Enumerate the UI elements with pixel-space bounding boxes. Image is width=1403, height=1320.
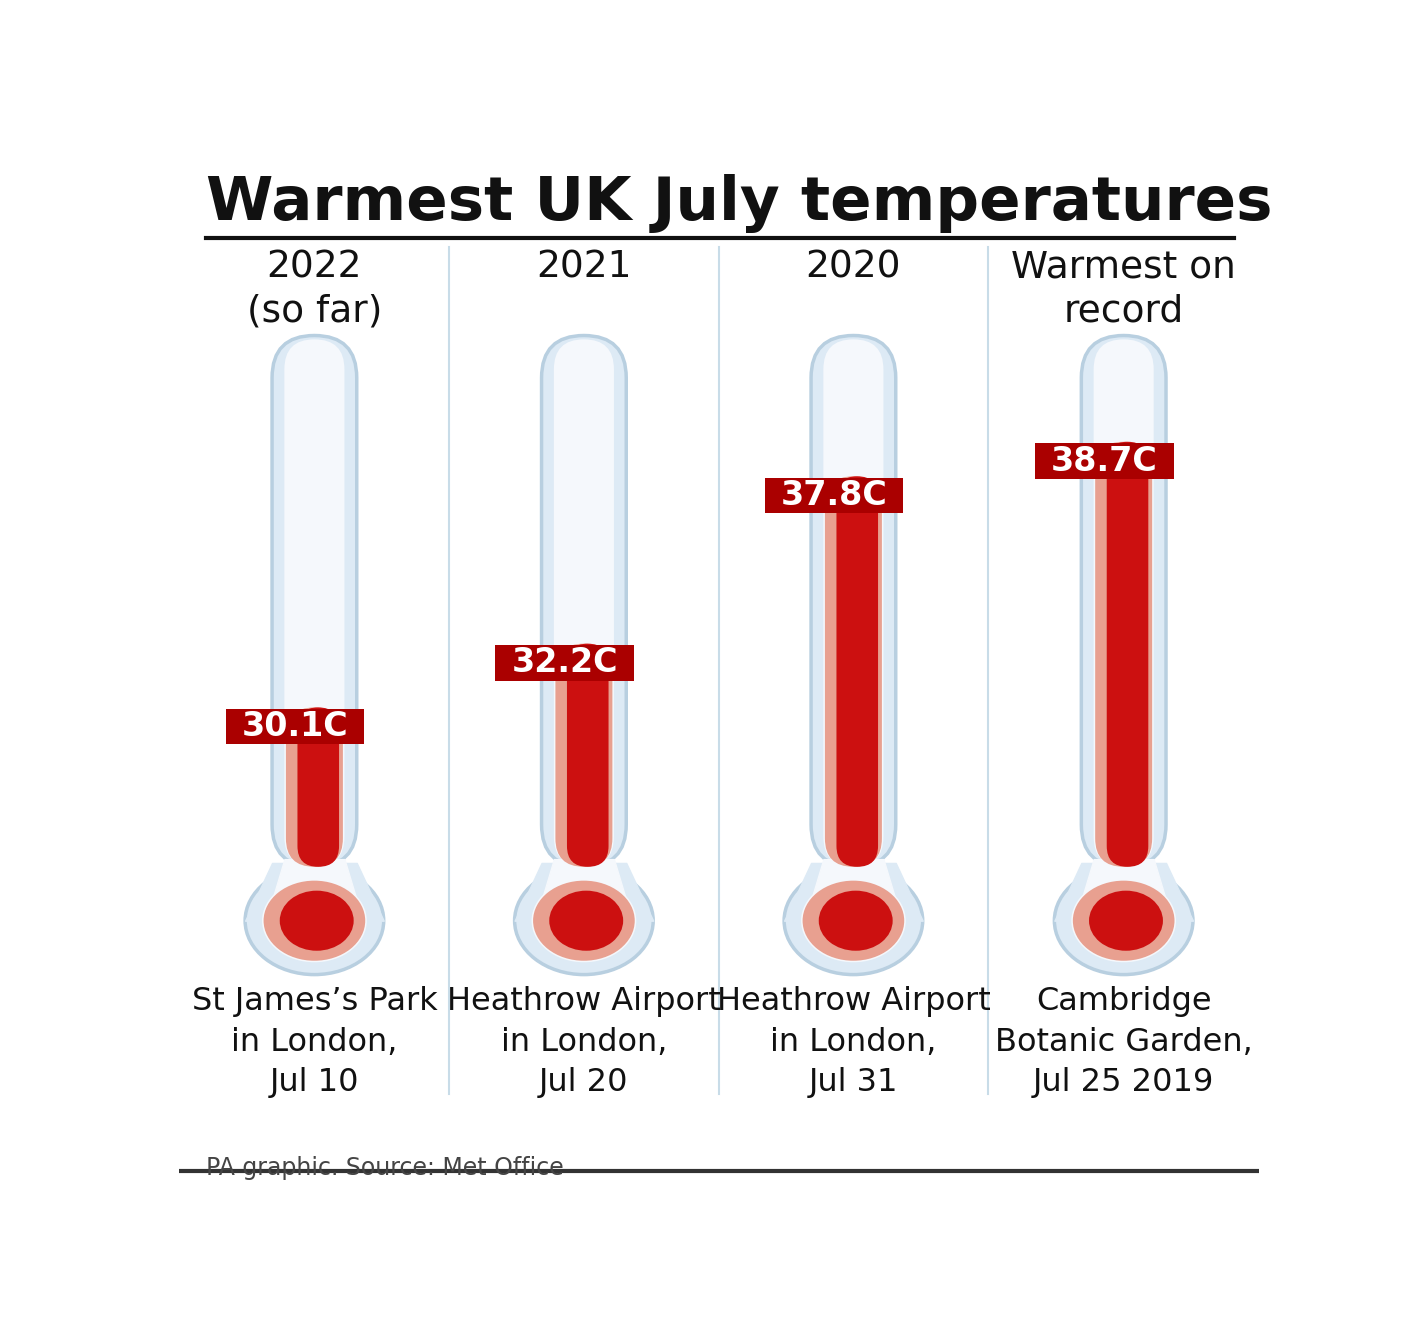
- Ellipse shape: [246, 867, 383, 974]
- FancyBboxPatch shape: [495, 645, 634, 681]
- FancyBboxPatch shape: [836, 477, 878, 867]
- Text: 32.2C: 32.2C: [511, 647, 617, 680]
- Ellipse shape: [1073, 880, 1174, 961]
- FancyBboxPatch shape: [1096, 442, 1152, 867]
- FancyBboxPatch shape: [542, 335, 626, 867]
- Ellipse shape: [533, 880, 634, 961]
- Ellipse shape: [801, 879, 906, 962]
- Text: 2022
(so far): 2022 (so far): [247, 249, 382, 330]
- Text: Cambridge
Botanic Garden,
Jul 25 2019: Cambridge Botanic Garden, Jul 25 2019: [995, 986, 1253, 1098]
- Text: Warmest UK July temperatures: Warmest UK July temperatures: [206, 174, 1273, 232]
- FancyBboxPatch shape: [1082, 335, 1166, 867]
- FancyBboxPatch shape: [765, 478, 904, 513]
- Text: 2020: 2020: [805, 249, 901, 285]
- FancyBboxPatch shape: [286, 708, 342, 867]
- Text: 37.8C: 37.8C: [780, 479, 888, 512]
- FancyBboxPatch shape: [554, 339, 615, 867]
- Text: Heathrow Airport
in London,
Jul 31: Heathrow Airport in London, Jul 31: [717, 986, 991, 1098]
- Ellipse shape: [515, 867, 654, 974]
- Ellipse shape: [1089, 891, 1163, 950]
- FancyBboxPatch shape: [825, 477, 882, 867]
- FancyBboxPatch shape: [811, 335, 895, 867]
- FancyBboxPatch shape: [1094, 339, 1153, 867]
- FancyBboxPatch shape: [824, 339, 884, 867]
- Ellipse shape: [279, 891, 354, 950]
- Ellipse shape: [532, 879, 637, 962]
- FancyBboxPatch shape: [1035, 444, 1174, 479]
- Text: 30.1C: 30.1C: [241, 710, 348, 743]
- Ellipse shape: [803, 880, 904, 961]
- Text: Heathrow Airport
in London,
Jul 20: Heathrow Airport in London, Jul 20: [448, 986, 721, 1098]
- Ellipse shape: [264, 880, 365, 961]
- Ellipse shape: [262, 879, 366, 962]
- Ellipse shape: [819, 891, 892, 950]
- Ellipse shape: [549, 891, 623, 950]
- FancyBboxPatch shape: [297, 708, 340, 867]
- FancyBboxPatch shape: [226, 709, 365, 744]
- FancyBboxPatch shape: [1107, 442, 1148, 867]
- Ellipse shape: [784, 867, 923, 974]
- FancyBboxPatch shape: [272, 335, 356, 867]
- Text: Warmest on
record: Warmest on record: [1012, 249, 1236, 330]
- Text: PA graphic. Source: Met Office: PA graphic. Source: Met Office: [206, 1155, 564, 1180]
- Text: St James’s Park
in London,
Jul 10: St James’s Park in London, Jul 10: [192, 986, 438, 1098]
- Ellipse shape: [1072, 879, 1176, 962]
- FancyBboxPatch shape: [285, 339, 344, 867]
- Text: 2021: 2021: [536, 249, 631, 285]
- FancyBboxPatch shape: [556, 644, 612, 867]
- FancyBboxPatch shape: [567, 644, 609, 867]
- Ellipse shape: [1055, 867, 1193, 974]
- Text: 38.7C: 38.7C: [1051, 445, 1157, 478]
